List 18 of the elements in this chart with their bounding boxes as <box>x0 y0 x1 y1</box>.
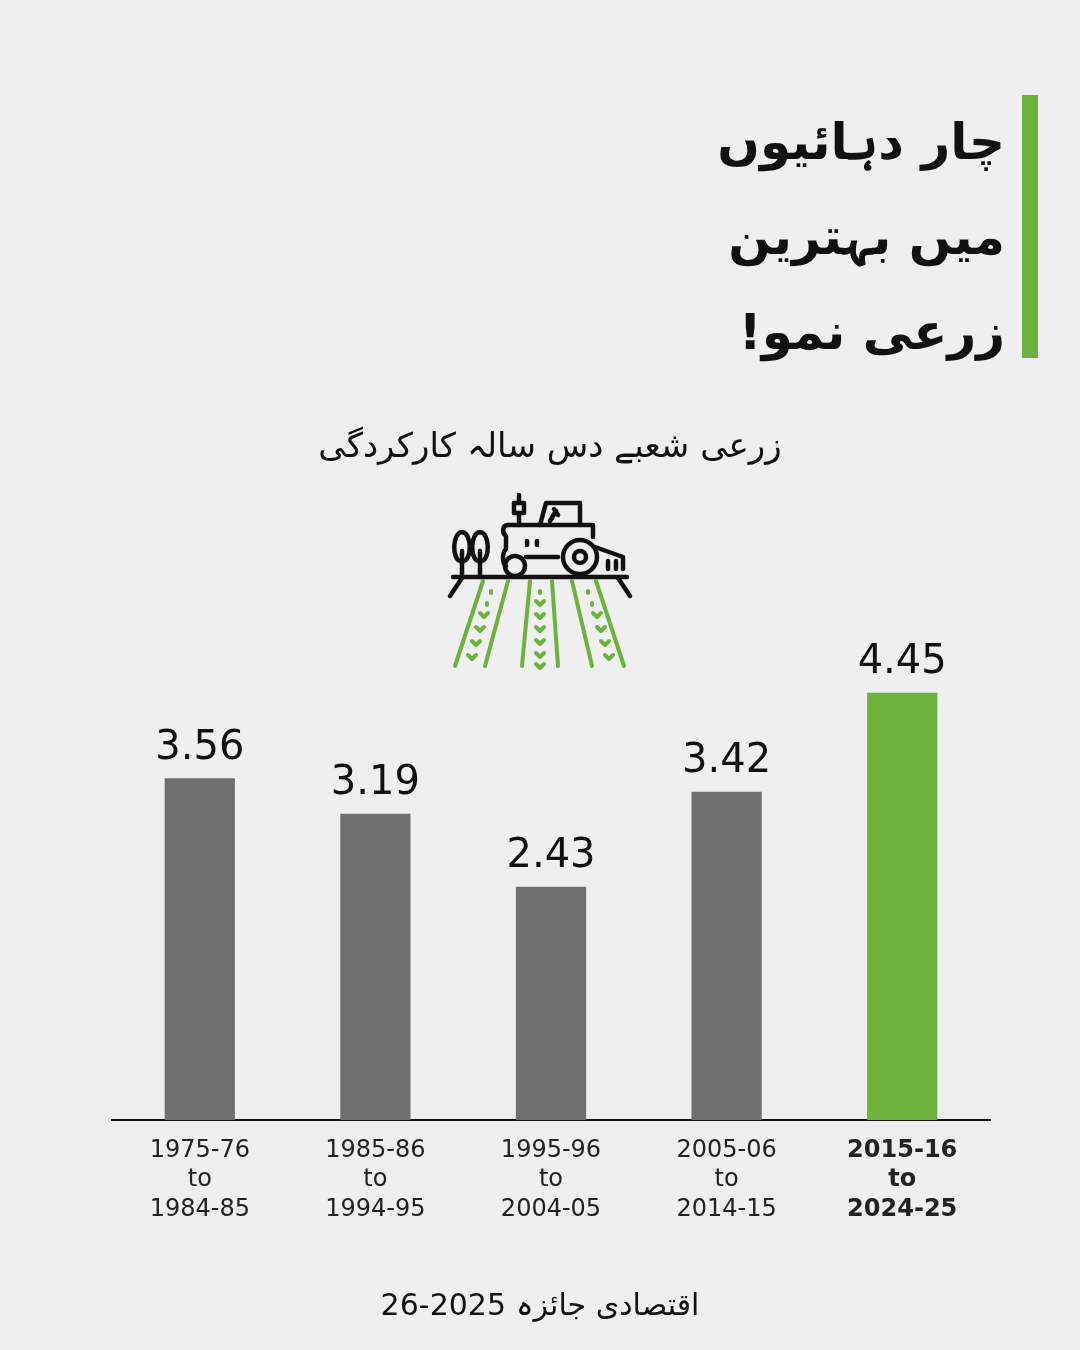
bar <box>691 791 762 1121</box>
x-tick-label: 2005-06 to 2014-15 <box>676 1135 777 1222</box>
data-label: 3.56 <box>155 721 245 768</box>
bar <box>164 778 235 1121</box>
bar <box>340 813 411 1121</box>
x-tick-label: 1995-96 to 2004-05 <box>500 1135 602 1222</box>
x-tick-label: 2015-16 to 2024-25 <box>847 1135 958 1222</box>
data-label: 3.42 <box>682 735 772 782</box>
chart-title: چار دہائیوں میں بہترین زرعی نمو! <box>717 112 1005 364</box>
chart-subtitle: زرعی شعبے دس سالہ کارکردگی <box>317 424 783 467</box>
x-tick-label: 1975-76 to 1984-85 <box>149 1135 250 1222</box>
x-tick-label: 1985-86 to 1994-95 <box>325 1135 426 1222</box>
data-label: 2.43 <box>506 830 596 877</box>
data-label: 4.45 <box>857 636 947 683</box>
bar <box>515 886 587 1121</box>
text: اقتصادی جائزہ 2025-26 <box>379 1286 701 1324</box>
data-label: 3.19 <box>330 757 420 804</box>
bar <box>867 692 938 1121</box>
